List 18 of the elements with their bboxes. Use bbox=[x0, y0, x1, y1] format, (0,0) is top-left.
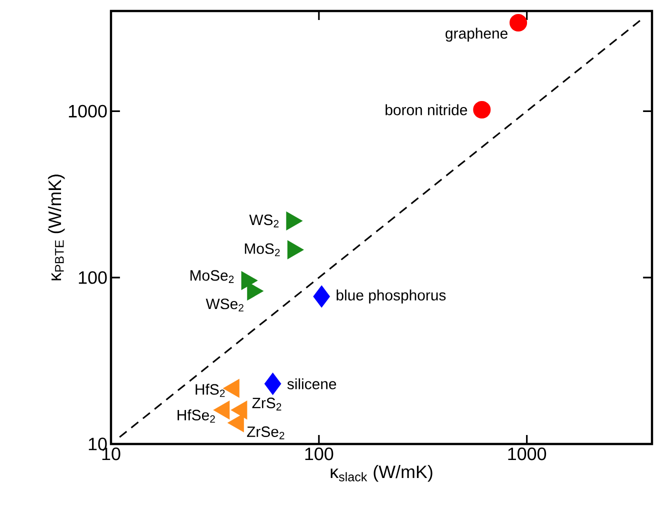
annotation: WSe$_{2}$ bbox=[206, 298, 244, 312]
annotation: graphene bbox=[446, 28, 508, 42]
y-axis-title: κ$_{PBTE}$ (W/mK) bbox=[48, 174, 65, 280]
y-tick-label: 1000 bbox=[68, 104, 107, 118]
annotation: ZrS$_{2}$ bbox=[252, 398, 282, 410]
annotation: HfS$_{2}$ bbox=[196, 384, 225, 397]
y-tick-label: 100 bbox=[78, 271, 107, 284]
annotation: silicene bbox=[287, 378, 336, 390]
annotation: MoSe$_{2}$ bbox=[190, 270, 234, 283]
annotation: blue phosphorus bbox=[336, 290, 446, 304]
annotation: ZrSe$_{2}$ bbox=[247, 426, 284, 440]
annotation: MoS$_{2}$ bbox=[244, 243, 280, 256]
annotation: WS$_{2}$ bbox=[249, 214, 279, 228]
annotation: HfSe$_{2}$ bbox=[178, 409, 215, 423]
x-tick-label: 100 bbox=[305, 448, 334, 460]
x-axis-title: κ$_{slack}$ (W/mK) bbox=[330, 465, 432, 482]
annotation: boron nitride bbox=[386, 104, 468, 116]
x-tick-label: 1000 bbox=[508, 448, 546, 460]
